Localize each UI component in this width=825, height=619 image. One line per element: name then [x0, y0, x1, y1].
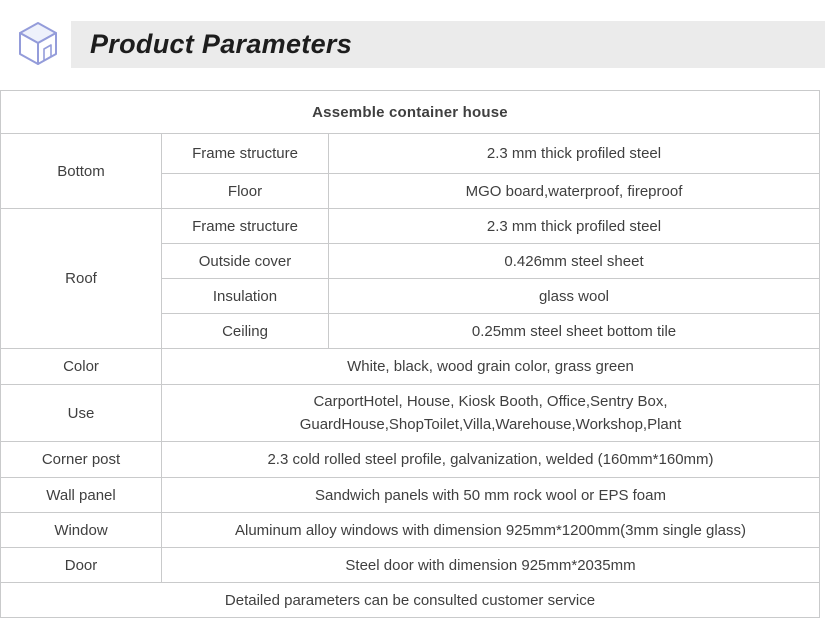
param-cell: Outside cover	[161, 243, 329, 279]
row-label-use: Use	[0, 384, 162, 442]
table-row: Roof Frame structure 2.3 mm thick profil…	[0, 208, 820, 349]
header-bar: Product Parameters	[71, 21, 825, 68]
table-row: Outside cover 0.426mm steel sheet	[1, 243, 820, 279]
value-cell: Aluminum alloy windows with dimension 92…	[161, 512, 820, 548]
table-row: Use CarportHotel, House, Kiosk Booth, Of…	[0, 384, 820, 442]
param-cell: Frame structure	[161, 208, 329, 244]
value-cell: Steel door with dimension 925mm*2035mm	[161, 547, 820, 583]
value-cell: 2.3 cold rolled steel profile, galvaniza…	[161, 441, 820, 478]
row-label-corner-post: Corner post	[0, 441, 162, 478]
value-cell: glass wool	[328, 278, 820, 314]
value-cell: White, black, wood grain color, grass gr…	[161, 348, 820, 385]
table-row: Floor MGO board,waterproof, fireproof	[1, 173, 820, 209]
table-title-row: Assemble container house	[0, 90, 820, 134]
section-header: Product Parameters	[0, 0, 825, 90]
table-row: Window Aluminum alloy windows with dimen…	[0, 512, 820, 548]
table-row: Ceiling 0.25mm steel sheet bottom tile	[1, 313, 820, 349]
table-row: Corner post 2.3 cold rolled steel profil…	[0, 441, 820, 478]
table-row: Wall panel Sandwich panels with 50 mm ro…	[0, 477, 820, 513]
product-parameters-table: Assemble container house Bottom Frame st…	[0, 90, 820, 618]
value-cell: 0.25mm steel sheet bottom tile	[328, 313, 820, 349]
value-cell: 2.3 mm thick profiled steel	[328, 208, 820, 244]
group-label-roof: Roof	[0, 208, 162, 349]
row-label-window: Window	[0, 512, 162, 548]
table-row: Door Steel door with dimension 925mm*203…	[0, 547, 820, 583]
table-row: Color White, black, wood grain color, gr…	[0, 348, 820, 385]
table-row: Bottom Frame structure 2.3 mm thick prof…	[0, 133, 820, 209]
group-label-bottom: Bottom	[0, 133, 162, 209]
cube-3d-icon	[13, 17, 63, 71]
page-title: Product Parameters	[90, 29, 353, 59]
value-cell: Sandwich panels with 50 mm rock wool or …	[161, 477, 820, 513]
param-cell: Ceiling	[161, 313, 329, 349]
value-cell: 0.426mm steel sheet	[328, 243, 820, 279]
footer-note: Detailed parameters can be consulted cus…	[0, 582, 820, 618]
row-label-color: Color	[0, 348, 162, 385]
value-cell: CarportHotel, House, Kiosk Booth, Office…	[161, 384, 820, 442]
param-cell: Insulation	[161, 278, 329, 314]
param-cell: Floor	[161, 173, 329, 209]
table-footer-row: Detailed parameters can be consulted cus…	[0, 582, 820, 618]
row-label-wall-panel: Wall panel	[0, 477, 162, 513]
table-row: Insulation glass wool	[1, 278, 820, 314]
row-label-door: Door	[0, 547, 162, 583]
value-cell: 2.3 mm thick profiled steel	[328, 133, 820, 174]
table-title: Assemble container house	[0, 90, 820, 134]
param-cell: Frame structure	[161, 133, 329, 174]
value-cell: MGO board,waterproof, fireproof	[328, 173, 820, 209]
